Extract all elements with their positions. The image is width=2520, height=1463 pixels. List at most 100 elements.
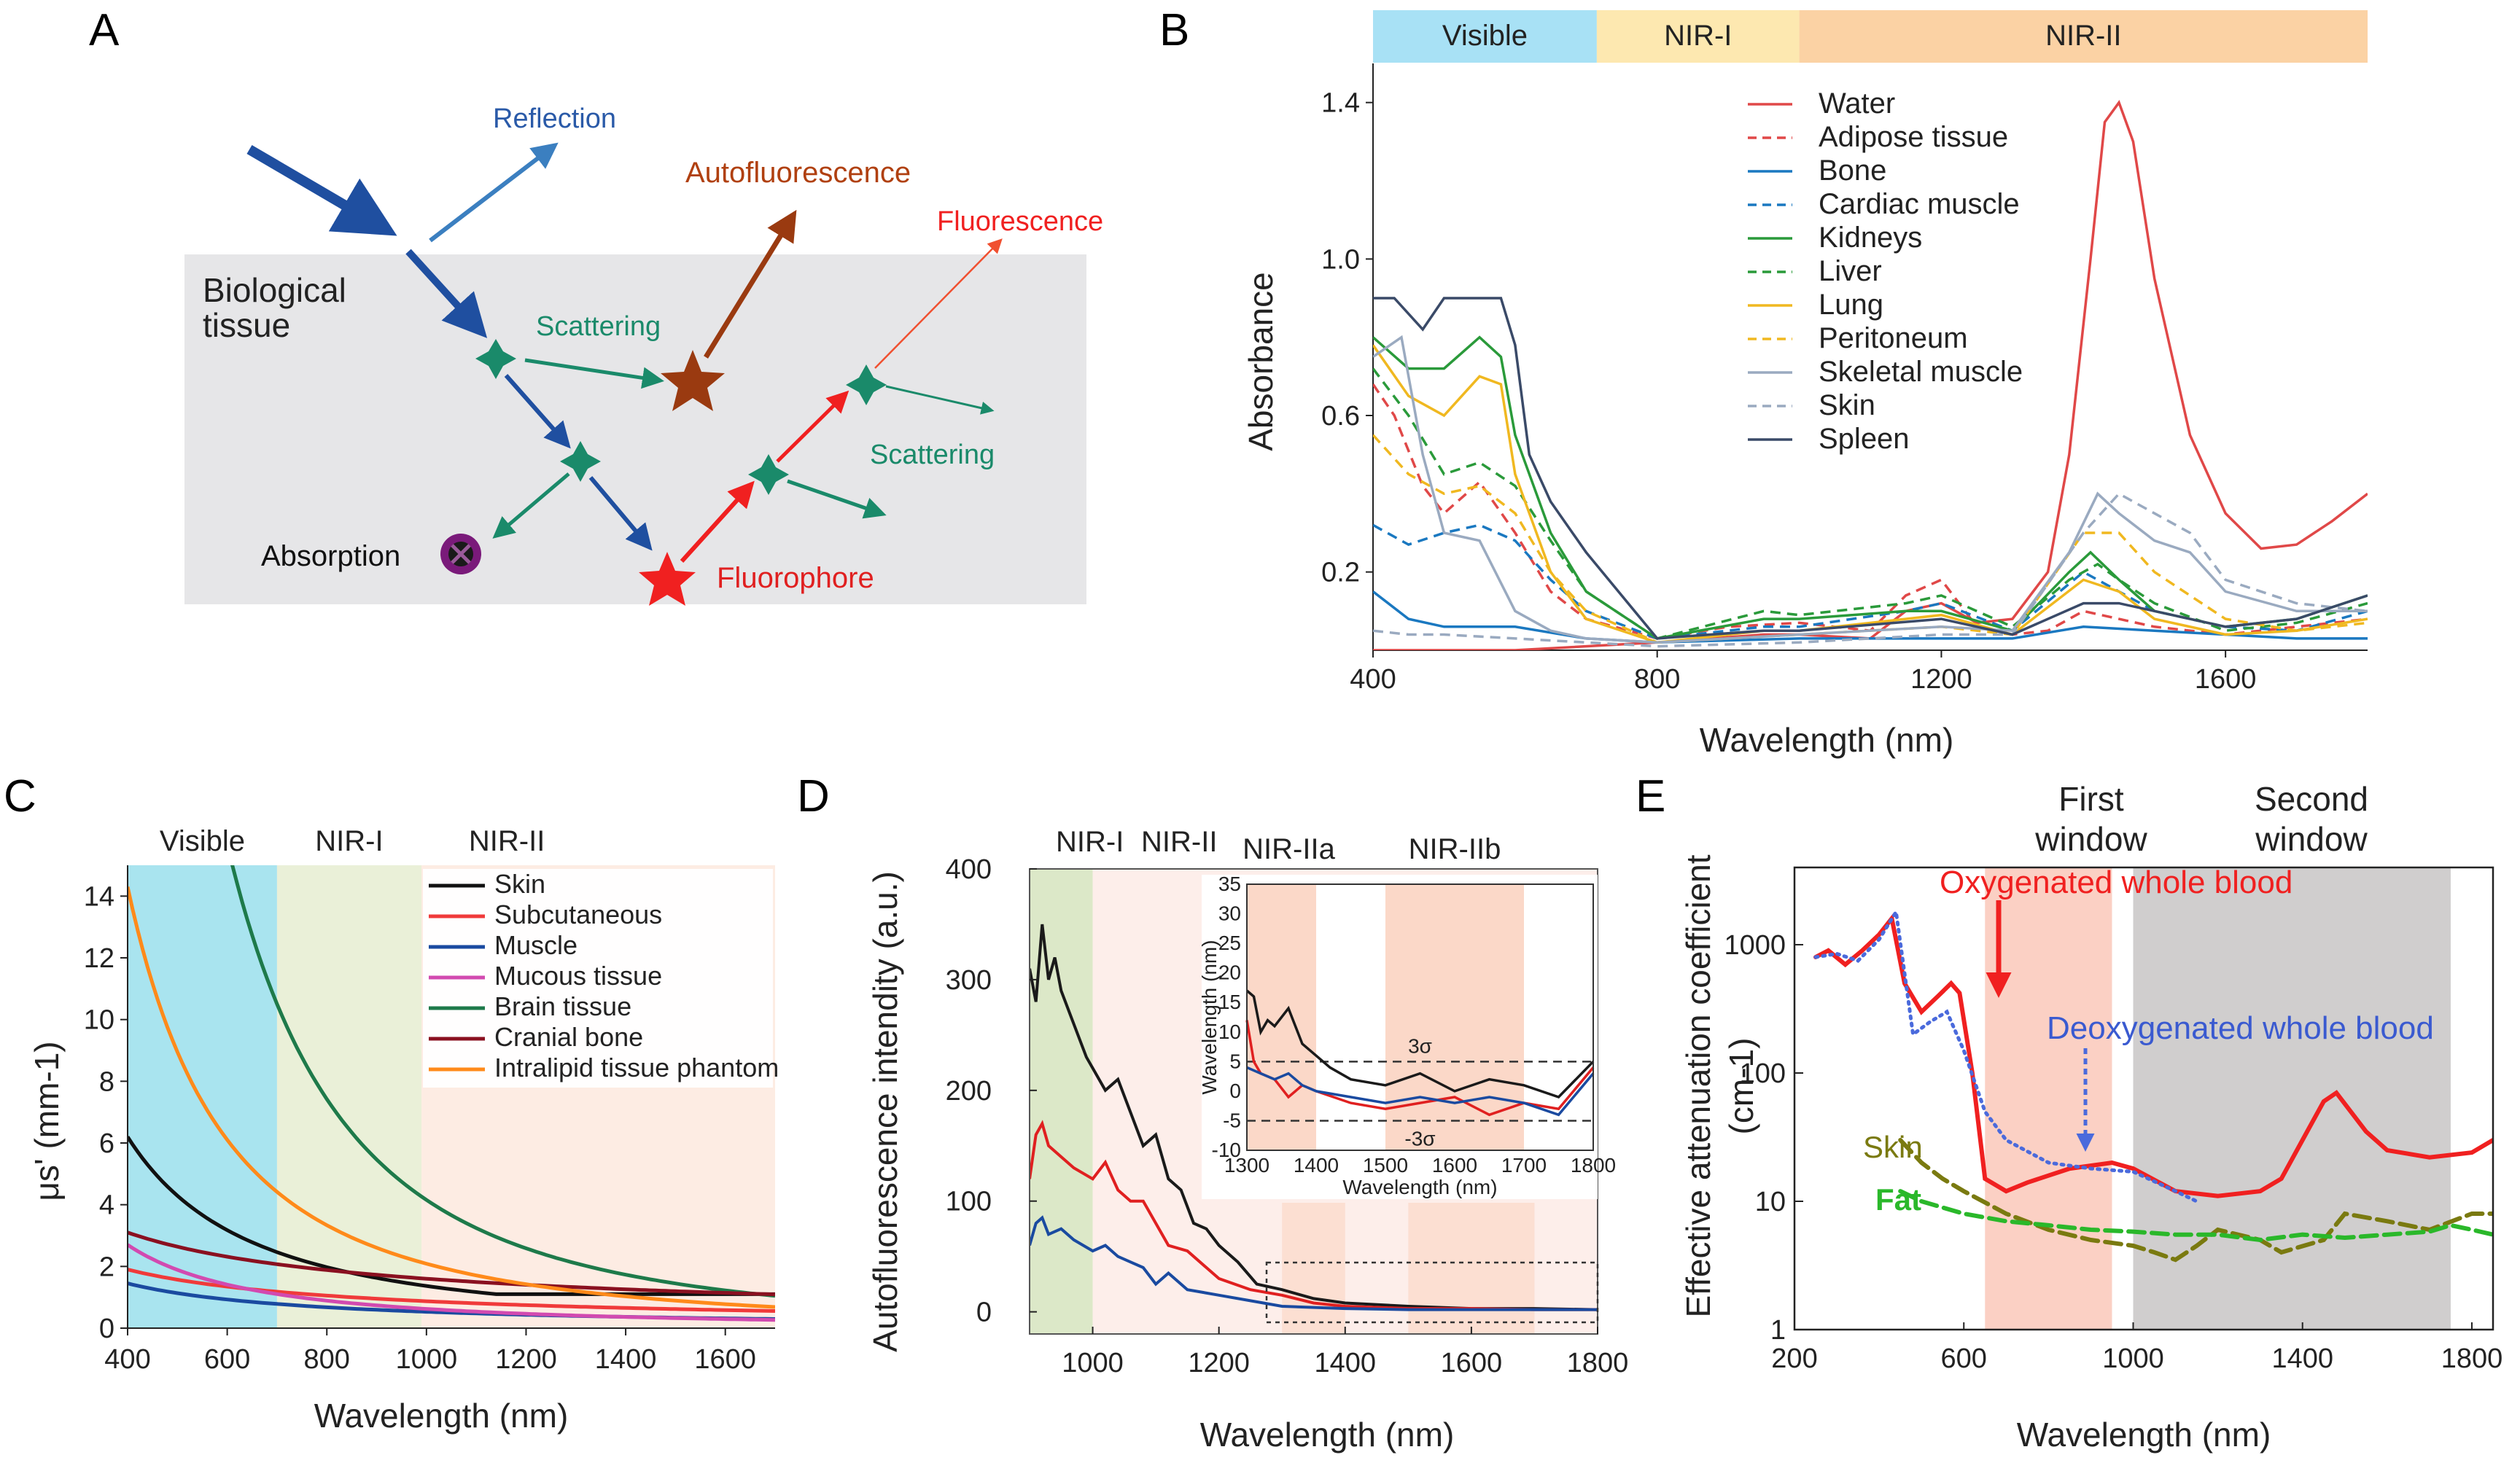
d-y-tick-label: 200	[946, 1076, 992, 1107]
d-inset: NIR-IIa NIR-IIb 3σ -3σ 1300 1400 1500 1600 1700 1…	[1198, 833, 1616, 1199]
d-band-iia	[1282, 1203, 1345, 1334]
d-inset-x-tick-label: 1800	[1571, 1154, 1616, 1177]
b-series-peritoneum	[1373, 434, 2368, 644]
c-y-tick-label: 8	[99, 1066, 114, 1097]
b-legend-label: Kidneys	[1819, 222, 1922, 254]
c-y-tick-label: 4	[99, 1190, 114, 1221]
e-ticks: 200 600 1000 1400 1800 1 10 100 1000	[1724, 930, 2502, 1374]
b-x-tick-label: 1200	[1910, 664, 1972, 695]
c-series-skin	[128, 1136, 775, 1296]
d-inset-y-tick-label: 15	[1218, 991, 1241, 1013]
d-y-tick-label: 300	[946, 965, 992, 996]
c-legend-label: Intralipid tissue phantom	[494, 1053, 779, 1082]
d-inset-band-label: NIR-IIa	[1242, 833, 1335, 865]
d-inset-series	[1245, 989, 1595, 1117]
b-x-tick-label: 800	[1634, 664, 1680, 695]
e-y-tick-label: 100	[1740, 1058, 1786, 1089]
d-inset-band-label: NIR-IIb	[1409, 833, 1501, 865]
e-y-tick-label: 1000	[1724, 930, 1786, 961]
emission-arrow-2	[776, 390, 849, 463]
c-x-tick-label: 1600	[694, 1344, 756, 1375]
e-series-fat	[1898, 1189, 2493, 1243]
b-series-bone	[1373, 590, 2368, 644]
c-series-cranial-bone	[128, 1230, 775, 1297]
d-series	[1030, 924, 1598, 1311]
c-legend-label: Brain tissue	[494, 991, 631, 1021]
panel-a-label: A	[89, 5, 120, 55]
c-legend-label: Subcutaneous	[494, 900, 662, 929]
d-inset-y-tick-label: 30	[1218, 902, 1241, 925]
b-legend-label: Spleen	[1819, 423, 1910, 455]
d-x-tick-label: 1600	[1441, 1348, 1503, 1378]
c-x-label: Wavelength (nm)	[314, 1397, 569, 1435]
d-inset-y-tick-label: -5	[1223, 1109, 1241, 1131]
scatter-arrow-4	[885, 385, 995, 415]
d-inset-plus3sigma: 3σ	[1408, 1034, 1432, 1057]
scatter-path-2	[504, 374, 571, 449]
b-x-tick-label: 1600	[2195, 664, 2257, 695]
d-inset-series-black	[1245, 989, 1595, 1099]
b-band-label: NIR-II	[2045, 20, 2121, 52]
d-x-tick-label: 1800	[1567, 1348, 1629, 1378]
d-inset-y-tick-label: 20	[1218, 961, 1241, 984]
emission-arrow-1	[680, 480, 755, 563]
b-series-kidneys	[1373, 335, 2368, 640]
d-inset-y-label: Wavelength (nm)	[1198, 940, 1221, 1094]
d-inset-x-tick-label: 1600	[1432, 1154, 1477, 1177]
c-series-mucous-tissue	[128, 1243, 775, 1322]
b-y-tick-label: 0.2	[1321, 558, 1360, 588]
e-x-tick-label: 600	[1941, 1343, 1987, 1374]
e-series-deoxygenated-whole-blood	[1813, 906, 2199, 1203]
fluorescence-label: Fluorescence	[937, 206, 1103, 237]
b-y-tick-label: 1.0	[1321, 244, 1360, 275]
c-legend-label: Cranial bone	[494, 1022, 643, 1052]
panel-c-label: C	[4, 771, 36, 822]
c-y-tick-label: 10	[84, 1005, 114, 1036]
d-x-tick-label: 1000	[1062, 1348, 1124, 1378]
c-y-tick-label: 12	[84, 943, 114, 974]
b-band-label: Visible	[1442, 20, 1528, 52]
fluorescence-arrow	[874, 238, 1003, 369]
b-band-bar: Visible NIR-I NIR-II	[1373, 10, 2368, 63]
absorption-label: Absorption	[261, 540, 400, 572]
d-inset-y-tick-label: 35	[1218, 873, 1241, 895]
d-series-red	[1030, 1120, 1598, 1311]
d-inset-x-tick-label: 1500	[1363, 1154, 1408, 1177]
c-x-tick-label: 800	[304, 1344, 350, 1375]
panel-b: B Visible NIR-I NIR-II 400 800 1200 1600 0.2 0.…	[1159, 5, 2368, 759]
b-legend-label: Skeletal muscle	[1819, 356, 2023, 388]
reflection-label: Reflection	[493, 104, 616, 134]
b-series-skin	[1373, 492, 2368, 648]
d-inset-frame	[1246, 883, 1594, 1151]
d-inset-series-blue	[1246, 1066, 1595, 1117]
deoxy-label: Deoxygenated whole blood	[2047, 1010, 2434, 1046]
d-band-label: NIR-I	[1056, 826, 1124, 858]
scatter-arrow-1	[524, 358, 664, 389]
d-series-blue	[1030, 1215, 1598, 1311]
b-legend-label: Water	[1819, 87, 1895, 120]
c-series	[128, 865, 775, 1322]
absorb-arrow	[492, 472, 570, 539]
d-series-black	[1030, 924, 1598, 1311]
b-x-tick-label: 400	[1350, 664, 1396, 695]
d-inset-y-tick-label: -10	[1212, 1139, 1241, 1161]
b-legend-label: Skin	[1819, 389, 1875, 421]
b-y-tick-label: 1.4	[1321, 88, 1360, 119]
d-inset-y-tick-label: 10	[1218, 1021, 1241, 1043]
c-ticks: 400 600 800 1000 1200 1400 1600 0 2 4 6 8 10 12 14	[84, 881, 756, 1375]
c-x-tick-label: 1200	[495, 1344, 557, 1375]
reflection-arrow	[429, 142, 559, 243]
b-legend-label: Peritoneum	[1819, 322, 1968, 354]
b-y-tick-label: 0.6	[1321, 401, 1360, 432]
c-series-intralipid-tissue-phantom	[128, 886, 775, 1309]
d-inset-x-label: Wavelength (nm)	[1342, 1176, 1497, 1198]
fat-label: Fat	[1875, 1182, 1921, 1217]
scatter-star-4	[846, 364, 887, 405]
first-window-label-2: window	[2034, 820, 2147, 858]
scattering-label-2: Scattering	[870, 440, 995, 470]
b-legend-label: Cardiac muscle	[1819, 188, 2020, 220]
d-y-label: Autofluorescence intendity (a.u.)	[866, 871, 904, 1352]
